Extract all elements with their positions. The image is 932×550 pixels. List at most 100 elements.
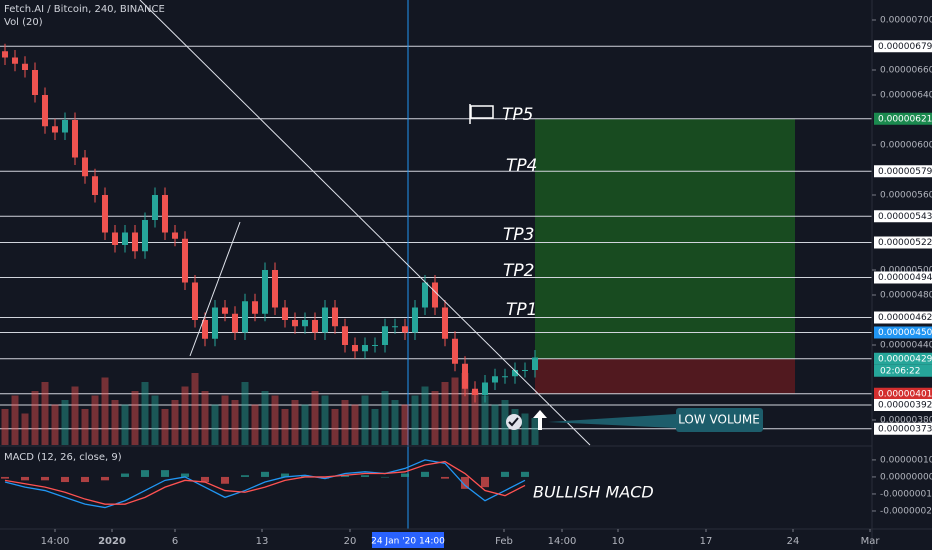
y-tick-label: 0.00000560 xyxy=(880,191,932,201)
histogram-bar xyxy=(141,470,149,477)
candle-body xyxy=(12,57,18,64)
volume-bar xyxy=(281,409,289,445)
x-tick-label: 14:00 xyxy=(548,536,577,547)
volume-bar xyxy=(421,386,429,445)
candle-body xyxy=(452,338,458,364)
histogram-bar xyxy=(201,476,209,483)
volume-bar xyxy=(261,391,269,445)
candle-body xyxy=(282,307,288,320)
volume-bar xyxy=(61,400,69,445)
callout-text: LOW VOLUME xyxy=(678,413,760,427)
volume-bar xyxy=(41,382,49,445)
y-tick-label: -0.00000010 xyxy=(880,489,932,499)
candle-body xyxy=(82,157,88,177)
candle-body xyxy=(322,307,328,333)
volume-bar xyxy=(291,400,299,445)
histogram-bar xyxy=(261,471,269,477)
volume-bar xyxy=(91,395,99,445)
volume-bar xyxy=(311,391,319,445)
chart-title: Fetch.AI / Bitcoin, 240, BINANCE xyxy=(4,4,165,15)
y-tick-label: 0.00000440 xyxy=(880,341,932,351)
candle-body xyxy=(372,345,378,346)
macd-line xyxy=(4,460,526,505)
x-tick-label: Mar xyxy=(861,536,881,547)
volume-bar xyxy=(471,391,479,445)
annotation: TP5 xyxy=(502,105,533,125)
candle-body xyxy=(212,307,218,339)
histogram-bar xyxy=(1,476,9,479)
x-tick-label: 13 xyxy=(256,536,269,547)
trend-line xyxy=(189,221,241,357)
y-tick-label: 0.00000500 xyxy=(880,266,932,276)
volume-bar xyxy=(181,386,189,445)
y-tick-label: 0.00000660 xyxy=(880,66,932,76)
level-tag xyxy=(874,40,932,53)
candle-body xyxy=(512,370,518,377)
volume-bar xyxy=(201,391,209,445)
histogram-bar xyxy=(21,476,29,481)
level-tag xyxy=(874,422,932,435)
x-tick-label: 17 xyxy=(700,536,713,547)
y-tick-label: 0.00000000 xyxy=(880,472,932,482)
volume-bar xyxy=(211,404,219,445)
loss-zone xyxy=(535,358,795,394)
level-label: 0.00000373 xyxy=(878,424,932,434)
candle-body xyxy=(112,232,118,245)
level-label: 0.00000621 xyxy=(878,114,932,124)
candle-body xyxy=(172,232,178,239)
volume-bar xyxy=(151,395,159,445)
level-label: 0.00000450 xyxy=(878,328,932,338)
check-icon xyxy=(508,417,519,427)
callout-box xyxy=(676,408,763,432)
candle-body xyxy=(242,301,248,333)
candle-body xyxy=(442,307,448,339)
level-tag xyxy=(874,165,932,178)
y-tick-label: 0.00000010 xyxy=(880,455,932,465)
y-tick-label: 0.00000640 xyxy=(880,91,932,101)
histogram-bar xyxy=(321,476,329,479)
annotation: TP3 xyxy=(503,225,534,245)
candle-body xyxy=(142,220,148,252)
level-label: 0.00000543 xyxy=(878,212,932,222)
candle-body xyxy=(1,51,8,58)
x-tick-label: 14:00 xyxy=(41,536,70,547)
volume-bar xyxy=(271,395,279,445)
volume-bar xyxy=(31,391,39,445)
volume-bar xyxy=(481,395,489,445)
annotation: TP4 xyxy=(506,156,537,176)
histogram-bar xyxy=(461,476,469,489)
x-tick-label: 24 xyxy=(787,536,800,547)
candle-body xyxy=(162,195,168,233)
y-tick-label: 0.00000700 xyxy=(880,16,932,26)
candle-body xyxy=(312,320,318,333)
level-label: 0.00000494 xyxy=(878,273,932,283)
level-label: 0.00000462 xyxy=(878,313,932,323)
candle-body xyxy=(472,388,478,395)
volume-bar xyxy=(351,404,359,445)
volume-bar xyxy=(461,373,469,445)
candle-body xyxy=(42,95,48,127)
histogram-bar xyxy=(121,473,129,477)
level-tag xyxy=(874,271,932,284)
x-tick-label: 10 xyxy=(612,536,625,547)
level-tag xyxy=(874,236,932,249)
volume-bar xyxy=(401,404,409,445)
candle-body xyxy=(532,357,538,370)
crosshair-label: 24 Jan '20 14:00 xyxy=(371,537,445,547)
histogram-bar xyxy=(241,475,249,477)
candle-body xyxy=(382,326,388,345)
histogram-bar xyxy=(441,476,449,479)
candle-body xyxy=(202,320,208,339)
level-label: 0.00000401 xyxy=(878,389,932,399)
candle-body xyxy=(392,326,398,328)
volume-bar xyxy=(111,400,119,445)
candle-body xyxy=(122,232,128,245)
histogram-bar xyxy=(161,470,169,477)
volume-bar xyxy=(501,400,509,445)
candle-body xyxy=(102,195,108,233)
histogram-bar xyxy=(501,471,509,477)
histogram-bar xyxy=(341,475,349,477)
volume-bar xyxy=(431,391,439,445)
y-tick-label: -0.00000020 xyxy=(880,506,932,516)
